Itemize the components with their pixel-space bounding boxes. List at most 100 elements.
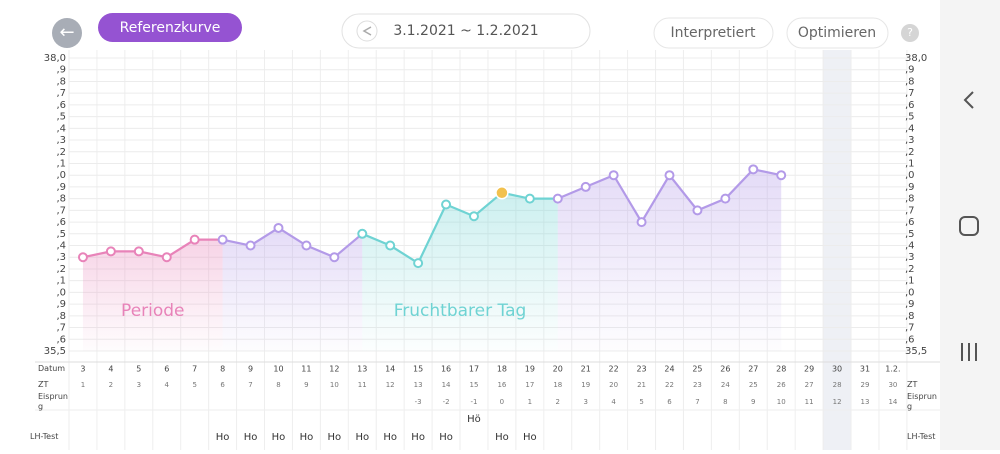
help-button[interactable] xyxy=(901,24,919,42)
y-tick-label: ,4 xyxy=(56,241,66,252)
cycle-day-cell: 2 xyxy=(109,381,113,389)
back-button[interactable] xyxy=(52,18,82,48)
cycle-day-cell: 29 xyxy=(861,381,870,389)
date-cell: 20 xyxy=(553,365,563,374)
date-cell: 7 xyxy=(192,365,197,374)
row-label: LH-Test xyxy=(907,432,936,441)
ovulation-day-cell: 7 xyxy=(695,398,699,406)
phase-label: Periode xyxy=(121,301,184,321)
cycle-day-cell: 7 xyxy=(248,381,252,389)
nav-recent[interactable] xyxy=(961,343,977,361)
ovulation-day-cell: 3 xyxy=(583,398,587,406)
y-tick-label-right: ,7 xyxy=(905,88,915,99)
ovulation-point xyxy=(495,186,509,200)
y-tick-label-right: ,9 xyxy=(905,299,915,310)
date-cell: 17 xyxy=(469,365,479,374)
temperature-point xyxy=(385,240,396,251)
y-tick-label: ,7 xyxy=(56,323,66,334)
nav-back[interactable] xyxy=(963,91,974,109)
ovulation-day-cell: -2 xyxy=(443,398,450,406)
y-tick-label: ,0 xyxy=(56,170,66,181)
temperature-point xyxy=(357,228,368,239)
cycle-day-cell: 26 xyxy=(777,381,786,389)
y-tick-label-right: ,9 xyxy=(905,182,915,193)
y-tick-label: ,8 xyxy=(56,194,66,205)
temperature-point xyxy=(133,246,144,257)
date-cell: 22 xyxy=(609,365,619,374)
y-tick-label-right: ,8 xyxy=(905,311,915,322)
date-icon xyxy=(356,20,378,42)
cycle-day-cell: 6 xyxy=(220,381,225,389)
date-cell: 12 xyxy=(329,365,339,374)
date-cell: 23 xyxy=(636,365,646,374)
ovulation-day-cell: -3 xyxy=(415,398,422,406)
date-cell: 24 xyxy=(664,365,674,374)
cycle-day-cell: 17 xyxy=(525,381,534,389)
cycle-day-cell: 10 xyxy=(330,381,339,389)
ovulation-day-cell: 8 xyxy=(723,398,727,406)
ovulation-day-cell: 6 xyxy=(667,398,672,406)
cycle-day-cell: 9 xyxy=(304,381,308,389)
y-tick-label: ,3 xyxy=(56,252,66,263)
y-tick-label-right: 38,0 xyxy=(905,53,927,64)
date-cell: 29 xyxy=(804,365,814,374)
y-tick-label-right: ,3 xyxy=(905,135,915,146)
temperature-point xyxy=(301,240,312,251)
phase-area xyxy=(362,192,558,351)
cycle-day-cell: 22 xyxy=(665,381,674,389)
y-tick-label: ,2 xyxy=(56,147,66,158)
y-tick-label: ,2 xyxy=(56,264,66,275)
y-tick-label-right: ,2 xyxy=(905,147,915,158)
nav-home[interactable] xyxy=(959,216,979,236)
y-tick-label-right: ,0 xyxy=(905,170,915,181)
y-tick-label-right: ,7 xyxy=(905,205,915,216)
lh-test-cell: Ho xyxy=(216,432,230,443)
cycle-day-cell: 4 xyxy=(165,381,170,389)
y-tick-label: ,5 xyxy=(56,229,66,240)
date-range-box[interactable] xyxy=(341,13,591,49)
date-cell: 27 xyxy=(748,365,758,374)
cycle-day-cell: 25 xyxy=(749,381,758,389)
y-tick-label: ,9 xyxy=(56,65,66,76)
y-tick-label-right: ,9 xyxy=(905,65,915,76)
date-cell: 11 xyxy=(301,365,311,374)
cycle-day-cell: 8 xyxy=(276,381,280,389)
date-cell: 31 xyxy=(860,365,870,374)
phase-label: Fruchtbarer Tag xyxy=(394,301,527,321)
y-tick-label: ,9 xyxy=(56,299,66,310)
date-cell: 28 xyxy=(776,365,786,374)
highlight-column xyxy=(823,50,852,450)
row-label: ZT xyxy=(38,380,49,389)
help-icon: ? xyxy=(907,26,913,39)
ovulation-day-cell: 11 xyxy=(805,398,814,406)
cycle-day-cell: 27 xyxy=(805,381,814,389)
optimize-button[interactable] xyxy=(786,17,889,49)
date-cell: 30 xyxy=(832,365,842,374)
ovulation-day-cell: 0 xyxy=(500,398,504,406)
y-tick-label-right: 35,5 xyxy=(905,346,927,357)
date-cell: 13 xyxy=(357,365,367,374)
date-cell: 3 xyxy=(80,365,85,374)
cycle-day-cell: 30 xyxy=(888,381,897,389)
temperature-point xyxy=(608,170,619,181)
cycle-day-cell: 15 xyxy=(470,381,479,389)
temperature-point xyxy=(580,181,591,192)
date-cell: 1.2. xyxy=(885,365,900,374)
interpret-button[interactable] xyxy=(653,17,774,49)
cycle-day-cell: 20 xyxy=(609,381,618,389)
y-tick-label-right: ,1 xyxy=(905,276,915,287)
reference-button[interactable] xyxy=(98,13,242,42)
temperature-point xyxy=(468,211,479,222)
cycle-day-cell: 12 xyxy=(386,381,395,389)
lh-test-cell: Ho xyxy=(439,432,453,443)
cycle-day-cell: 23 xyxy=(693,381,702,389)
y-tick-label: ,5 xyxy=(56,112,66,123)
y-tick-label-right: ,3 xyxy=(905,252,915,263)
y-tick-label-right: ,6 xyxy=(905,100,915,111)
temperature-point xyxy=(273,222,284,233)
temperature-point xyxy=(524,193,535,204)
reference-label: Referenzkurve xyxy=(120,20,221,36)
date-range: 3.1.2021 ~ 1.2.2021 xyxy=(393,23,538,39)
lh-test-cell: Ho xyxy=(244,432,258,443)
